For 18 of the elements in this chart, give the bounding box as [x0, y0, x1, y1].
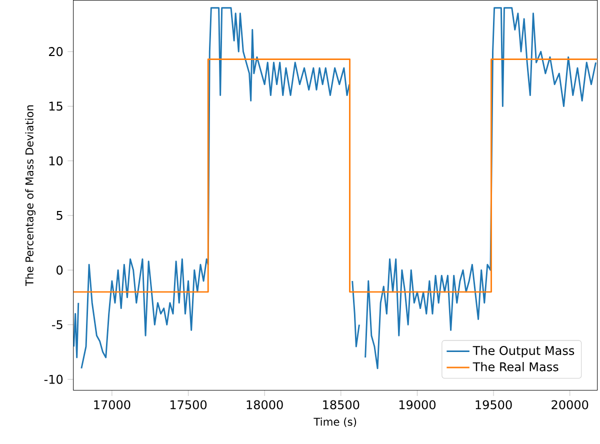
y-tick-label: 10: [49, 156, 63, 166]
y-tick-label: 15: [49, 102, 62, 111]
x-tick-label: 18000: [246, 400, 283, 410]
legend-label: The Output Mass: [472, 346, 574, 358]
x-tick-label: 19500: [476, 400, 512, 410]
x-axis-title: Time (s): [314, 417, 356, 427]
x-tick-label: 18500: [323, 400, 360, 410]
y-tick-label: -10: [44, 374, 63, 384]
y-tick-label: -5: [52, 320, 62, 330]
legend-label: The Real Mass: [472, 362, 558, 372]
x-tick-label: 17000: [94, 400, 130, 410]
y-tick-label: 20: [48, 46, 63, 56]
x-tick-label: 17500: [170, 400, 207, 410]
y-axis-title: The Percentage of Mass Deviation: [25, 105, 36, 286]
y-tick-label: 0: [56, 265, 63, 274]
y-tick-label: 5: [56, 210, 62, 220]
x-tick-label: 20000: [552, 400, 588, 410]
x-tick-label: 19000: [399, 400, 436, 410]
